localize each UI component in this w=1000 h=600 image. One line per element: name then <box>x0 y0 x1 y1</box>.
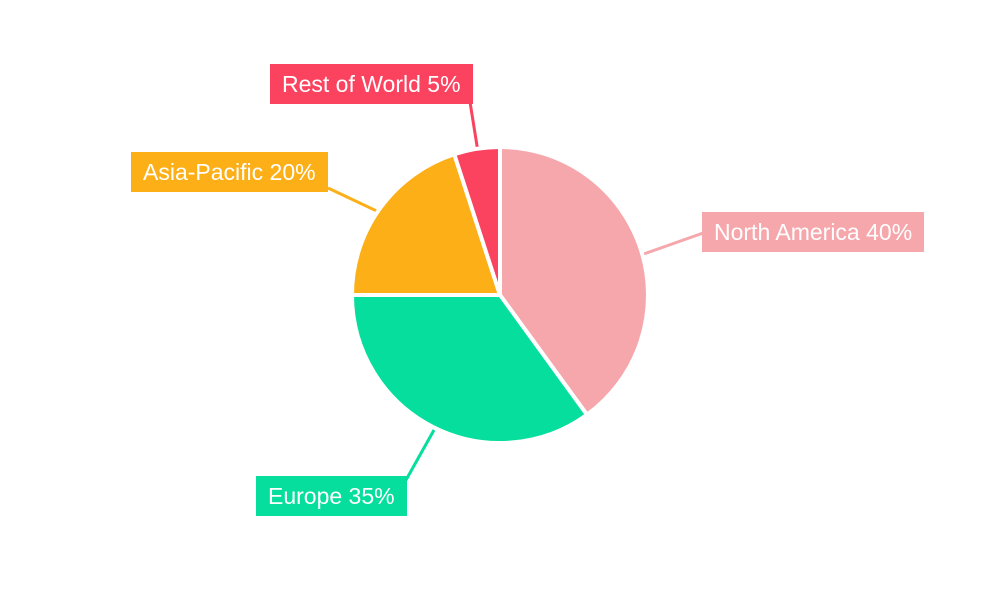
pie-slice-north-america[interactable] <box>498 145 650 417</box>
pie-slice-group <box>350 145 650 445</box>
pie-slice-rest-of-world[interactable] <box>452 145 502 297</box>
pie-label-europe-text: Europe 35% <box>268 482 395 509</box>
pie-label-asia-pacific[interactable]: Asia-Pacific 20% <box>131 152 328 192</box>
leader-line-north-america <box>637 230 707 258</box>
pie-label-north-america-text: North America 40% <box>714 218 913 245</box>
pie-label-rest-of-world[interactable]: Rest of World 5% <box>270 64 473 104</box>
pie-slice-asia-pacific[interactable] <box>350 152 502 297</box>
leader-line-europe <box>404 429 436 481</box>
pie-label-north-america[interactable]: North America 40% <box>702 212 925 252</box>
leader-line-rest-of-world <box>468 101 480 153</box>
pie-label-rest-of-world-text: Rest of World 5% <box>282 70 461 97</box>
leader-line-asia-pacific <box>327 186 384 216</box>
pie-label-asia-pacific-text: Asia-Pacific 20% <box>143 158 316 185</box>
pie-label-europe[interactable]: Europe 35% <box>256 476 407 516</box>
pie-slice-europe[interactable] <box>350 293 589 445</box>
